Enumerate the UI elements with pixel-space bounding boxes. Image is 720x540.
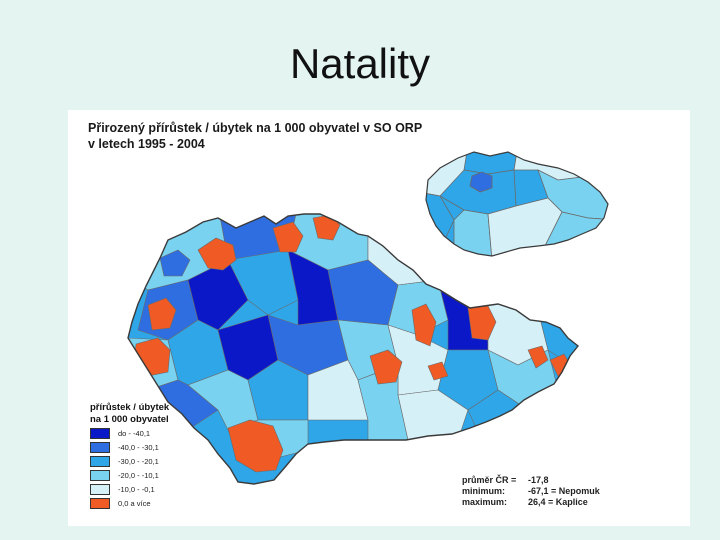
legend-item: -20,0 - -10,1 [90, 469, 240, 482]
stat-value: -17,8 [528, 475, 549, 485]
legend-swatch [90, 470, 110, 481]
map-title: Přirozený přírůstek / úbytek na 1 000 ob… [88, 120, 448, 152]
legend-item: 0,0 a více [90, 497, 240, 510]
legend-swatch [90, 428, 110, 439]
stat-label: průměr ČR = [462, 475, 517, 485]
stat-row-average: průměr ČR = -17,8 [462, 475, 682, 486]
legend-label: 0,0 a více [118, 499, 151, 508]
legend-item: -10,0 - -0,1 [90, 483, 240, 496]
legend-item: -40,0 - -30,1 [90, 441, 240, 454]
legend-item: do - -40,1 [90, 427, 240, 440]
stat-label: maximum: [462, 497, 508, 507]
map-title-line2: v letech 1995 - 2004 [88, 137, 205, 151]
legend-title-line1: přírůstek / úbytek [90, 402, 170, 413]
map-title-line1: Přirozený přírůstek / úbytek na 1 000 ob… [88, 121, 423, 135]
legend-item: -30,0 - -20,1 [90, 455, 240, 468]
legend-swatch [90, 442, 110, 453]
legend-label: -30,0 - -20,1 [118, 457, 159, 466]
legend-label: -20,0 - -10,1 [118, 471, 159, 480]
legend-swatch [90, 484, 110, 495]
legend-swatch [90, 456, 110, 467]
legend-title: přírůstek / úbytek na 1 000 obyvatel [90, 402, 240, 426]
stat-row-minimum: minimum: -67,1 = Nepomuk [462, 486, 682, 497]
choropleth-map [127, 151, 609, 485]
legend-label: -40,0 - -30,1 [118, 443, 159, 452]
inset-outline [425, 151, 609, 257]
map-statistics: průměr ČR = -17,8 minimum: -67,1 = Nepom… [462, 475, 682, 508]
legend-title-line2: na 1 000 obyvatel [90, 414, 169, 425]
legend-swatch [90, 498, 110, 509]
legend-label: -10,0 - -0,1 [118, 485, 155, 494]
stat-value: -67,1 = Nepomuk [528, 486, 600, 496]
country-outline [127, 213, 579, 485]
stat-value: 26,4 = Kaplice [528, 497, 588, 507]
map-figure: Přirozený přírůstek / úbytek na 1 000 ob… [68, 110, 690, 526]
stat-row-maximum: maximum: 26,4 = Kaplice [462, 497, 682, 508]
legend: přírůstek / úbytek na 1 000 obyvatel do … [90, 402, 240, 510]
stat-label: minimum: [462, 486, 506, 496]
legend-label: do - -40,1 [118, 429, 151, 438]
slide-title: Natality [289, 40, 431, 87]
